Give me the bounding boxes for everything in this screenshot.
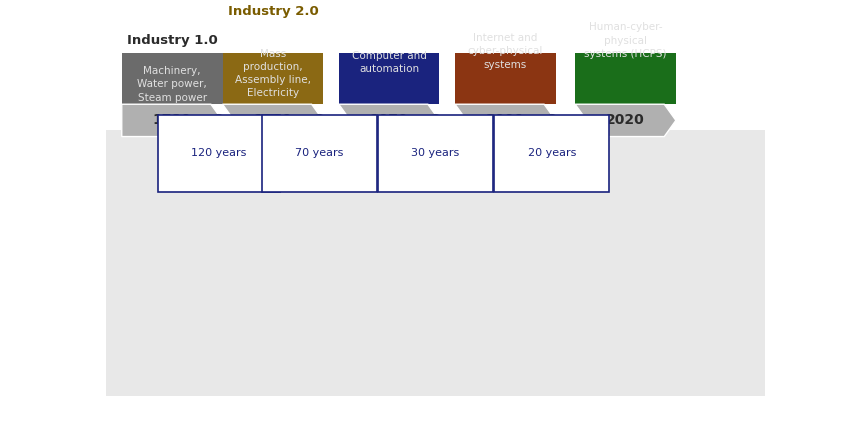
Text: 120 years: 120 years xyxy=(191,149,246,158)
Polygon shape xyxy=(455,104,556,137)
Text: 1900: 1900 xyxy=(253,113,292,127)
Bar xyxy=(258,0,269,3)
Polygon shape xyxy=(122,104,223,137)
Text: 30 years: 30 years xyxy=(411,149,460,158)
Polygon shape xyxy=(339,104,439,137)
Text: Machinery,
Water power,
Steam power: Machinery, Water power, Steam power xyxy=(137,66,207,102)
Text: 1970: 1970 xyxy=(370,113,409,127)
Polygon shape xyxy=(223,104,323,137)
Text: Mass
production,
Assembly line,
Electricity: Mass production, Assembly line, Electric… xyxy=(235,49,311,98)
FancyBboxPatch shape xyxy=(122,52,223,104)
Bar xyxy=(162,23,170,30)
Text: 1780: 1780 xyxy=(153,113,191,127)
FancyBboxPatch shape xyxy=(455,0,556,104)
Text: Human-cyber-
physical
systems (HCPS): Human-cyber- physical systems (HCPS) xyxy=(584,22,666,59)
Bar xyxy=(160,30,184,32)
Polygon shape xyxy=(575,104,676,137)
FancyBboxPatch shape xyxy=(575,0,676,104)
Text: 70 years: 70 years xyxy=(295,149,343,158)
Bar xyxy=(166,19,167,24)
Text: 20 years: 20 years xyxy=(528,149,576,158)
Text: Industry 2.0: Industry 2.0 xyxy=(228,5,318,18)
Text: Industry 1.0: Industry 1.0 xyxy=(127,34,218,47)
Text: Internet and
cyber-physical
systems: Internet and cyber-physical systems xyxy=(468,33,543,70)
Text: Computer and
automation: Computer and automation xyxy=(352,51,427,74)
Text: 2000: 2000 xyxy=(486,113,524,127)
FancyBboxPatch shape xyxy=(339,0,439,104)
Circle shape xyxy=(314,115,325,126)
FancyBboxPatch shape xyxy=(223,23,323,104)
Circle shape xyxy=(547,115,558,126)
Circle shape xyxy=(430,115,441,126)
FancyBboxPatch shape xyxy=(106,130,765,396)
Text: 2020: 2020 xyxy=(606,113,645,127)
Circle shape xyxy=(213,115,224,126)
